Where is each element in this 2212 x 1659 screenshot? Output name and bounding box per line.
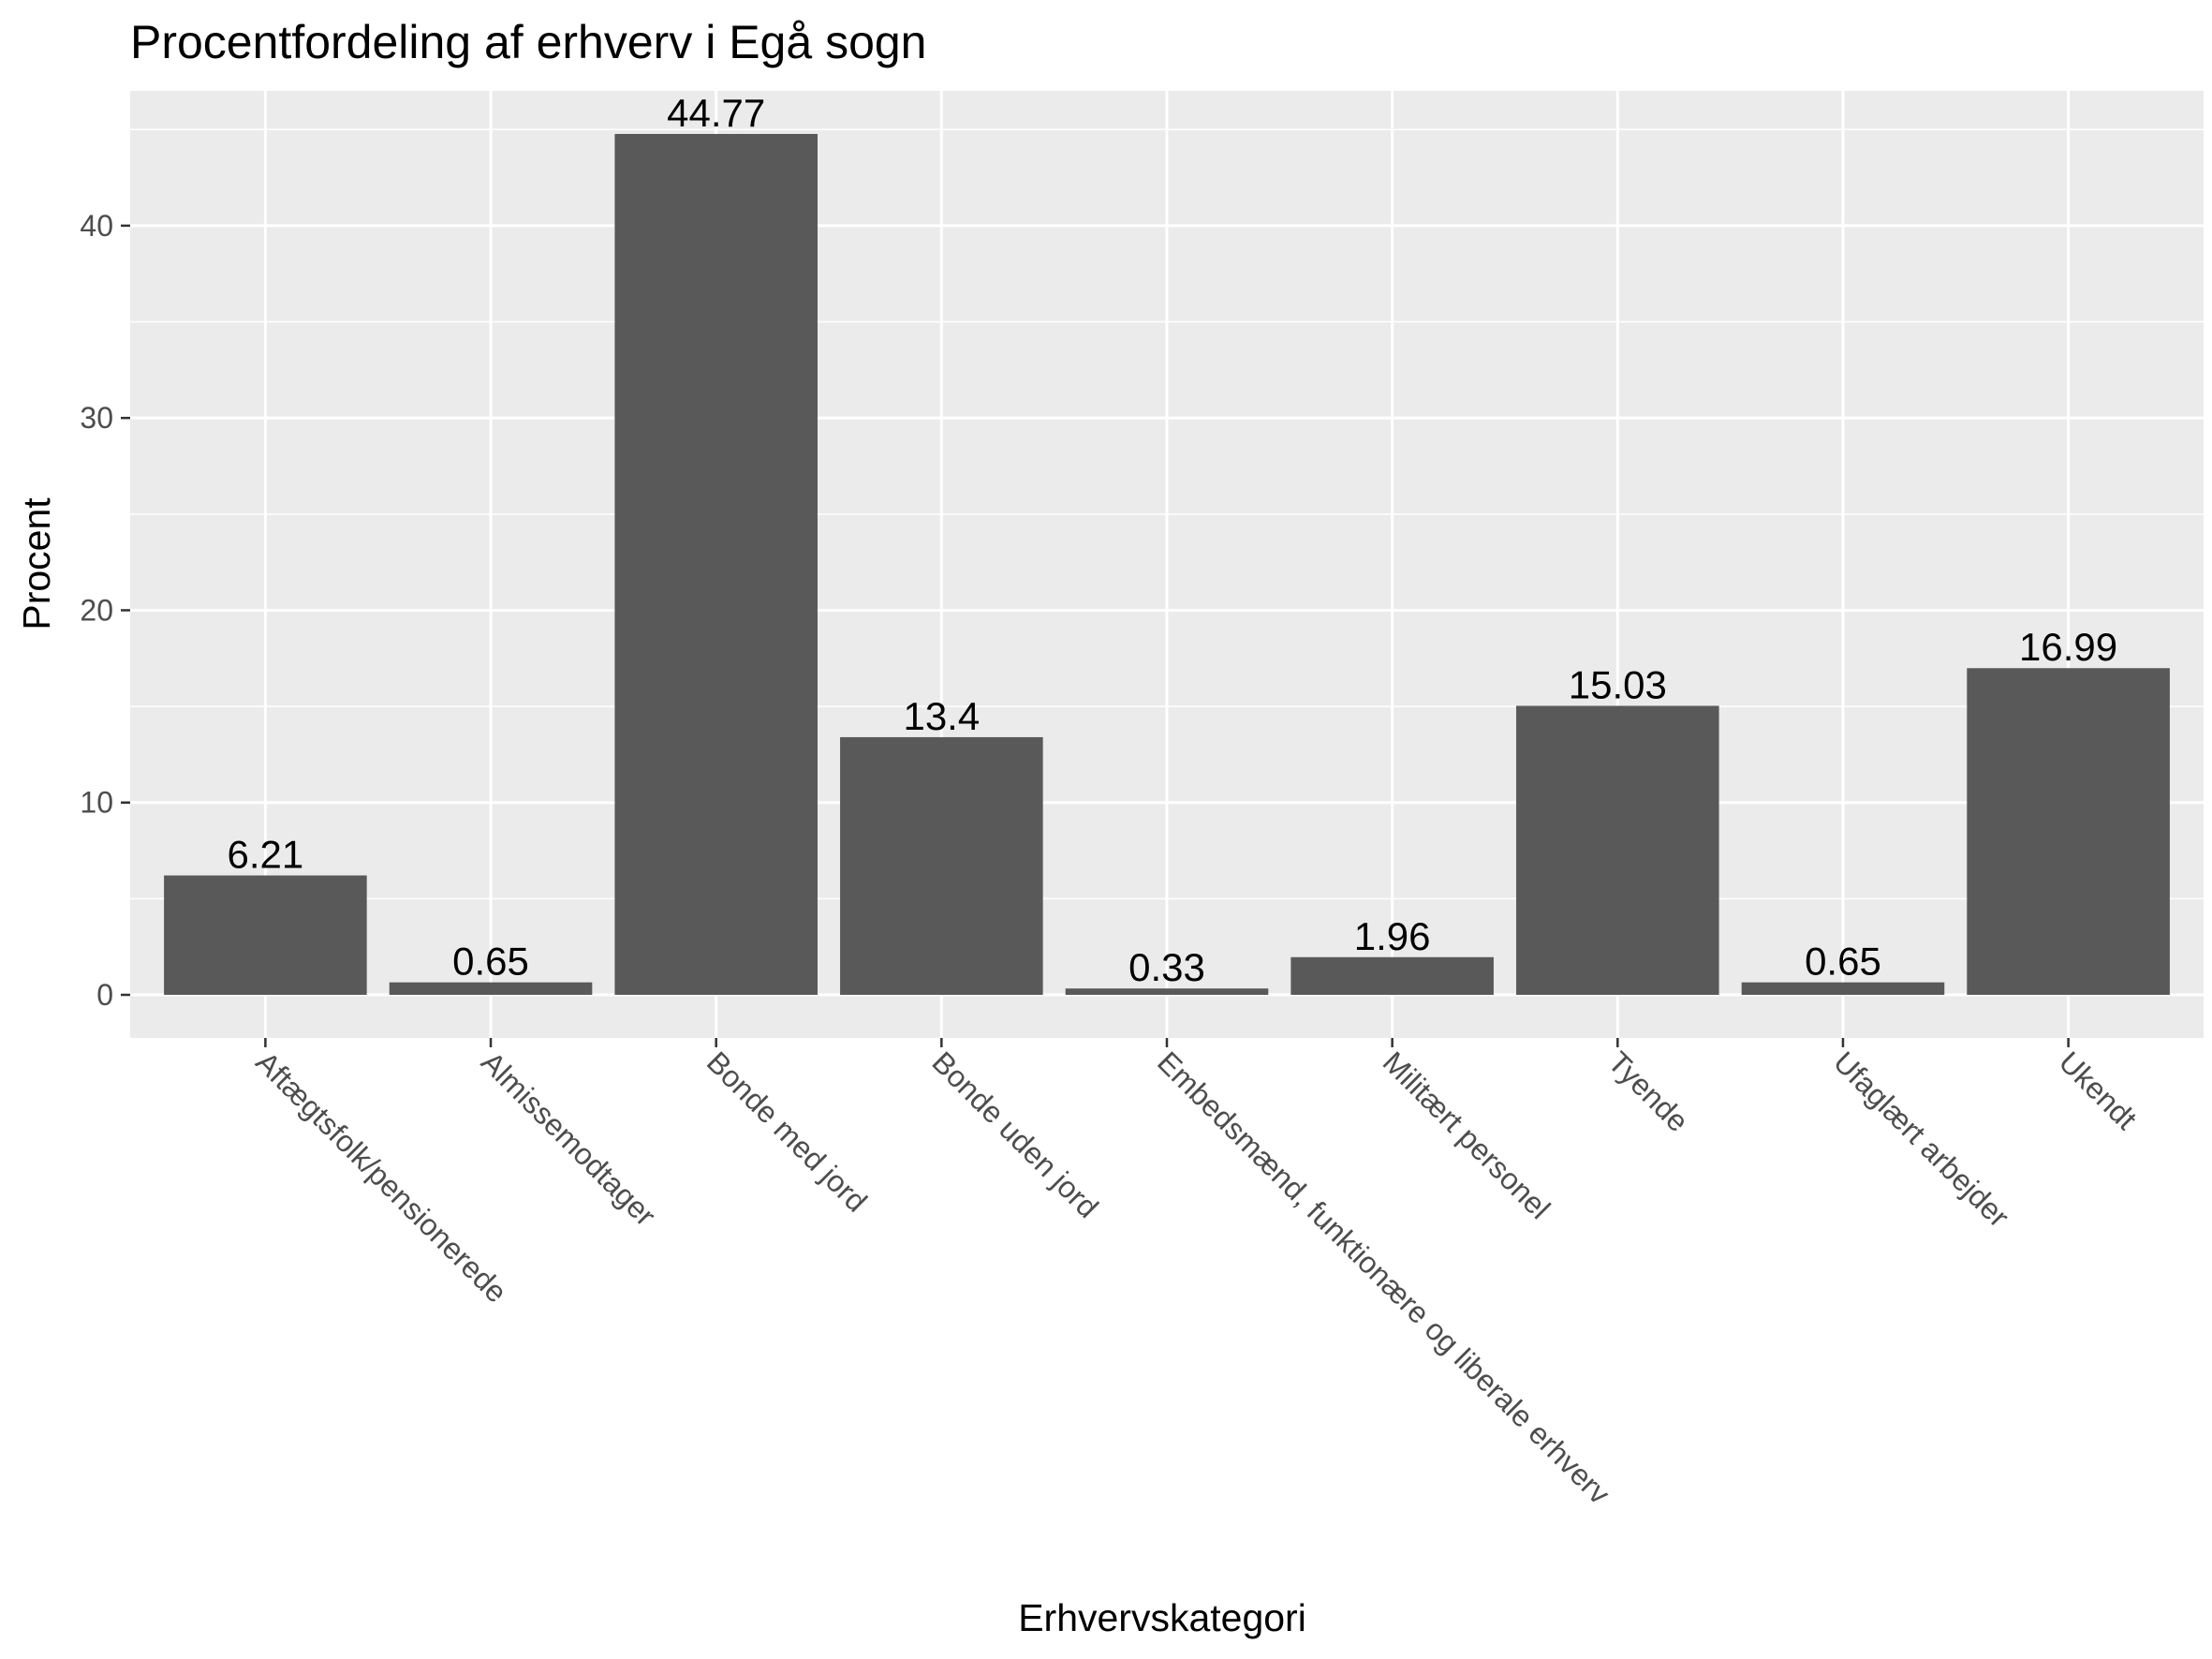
bar-value-label: 0.65 — [452, 940, 529, 984]
y-tick-label: 10 — [80, 786, 113, 820]
bar-value-label: 13.4 — [903, 694, 980, 738]
y-tick-label: 20 — [80, 593, 113, 627]
bar-value-label: 1.96 — [1354, 914, 1431, 958]
chart-title: Procentfordeling af erhverv i Egå sogn — [130, 16, 927, 68]
bar-value-label: 0.65 — [1805, 940, 1881, 984]
x-tick-label: Almissemodtager — [475, 1044, 662, 1232]
x-tick-label: Militært personel — [1377, 1044, 1557, 1225]
y-axis: 0 10 20 30 40 — [80, 209, 130, 1012]
x-tick-label: Tyende — [1601, 1044, 1695, 1138]
bar — [614, 133, 818, 996]
x-tick-label: Ufaglært arbejder — [1827, 1044, 2016, 1234]
y-axis-title: Procent — [15, 497, 58, 630]
x-tick-label: Ukendt — [2053, 1044, 2144, 1135]
y-tick-label: 0 — [96, 978, 113, 1012]
x-tick-label: Aftægtsfolk/pensionerede — [249, 1044, 513, 1309]
bar — [389, 982, 593, 996]
bar — [1741, 982, 1945, 996]
bar — [164, 875, 367, 996]
bar — [1516, 705, 1719, 996]
y-tick-label: 30 — [80, 401, 113, 435]
bar-value-label: 44.77 — [667, 91, 765, 135]
bar — [1967, 668, 2170, 996]
x-tick-label: Bonde med jord — [700, 1044, 874, 1218]
bar-value-label: 6.21 — [228, 833, 304, 877]
bar-value-label: 0.33 — [1128, 945, 1205, 989]
x-tick-label: Bonde uden jord — [925, 1044, 1105, 1224]
bar — [840, 736, 1043, 996]
bar — [1065, 988, 1269, 996]
bars — [164, 133, 2170, 996]
x-axis-title: Erhvervskategori — [1018, 1596, 1306, 1639]
bar-value-label: 15.03 — [1569, 662, 1667, 706]
y-tick-label: 40 — [80, 209, 113, 243]
bar-value-label: 16.99 — [2019, 625, 2117, 669]
bar-labels: 6.21 0.65 44.77 13.4 0.33 1.96 15.03 0.65 16.99 — [228, 91, 2118, 989]
x-tick-label: Embedsmænd, funktionære og liberale erhv… — [1151, 1044, 1616, 1510]
bar — [1290, 956, 1494, 996]
